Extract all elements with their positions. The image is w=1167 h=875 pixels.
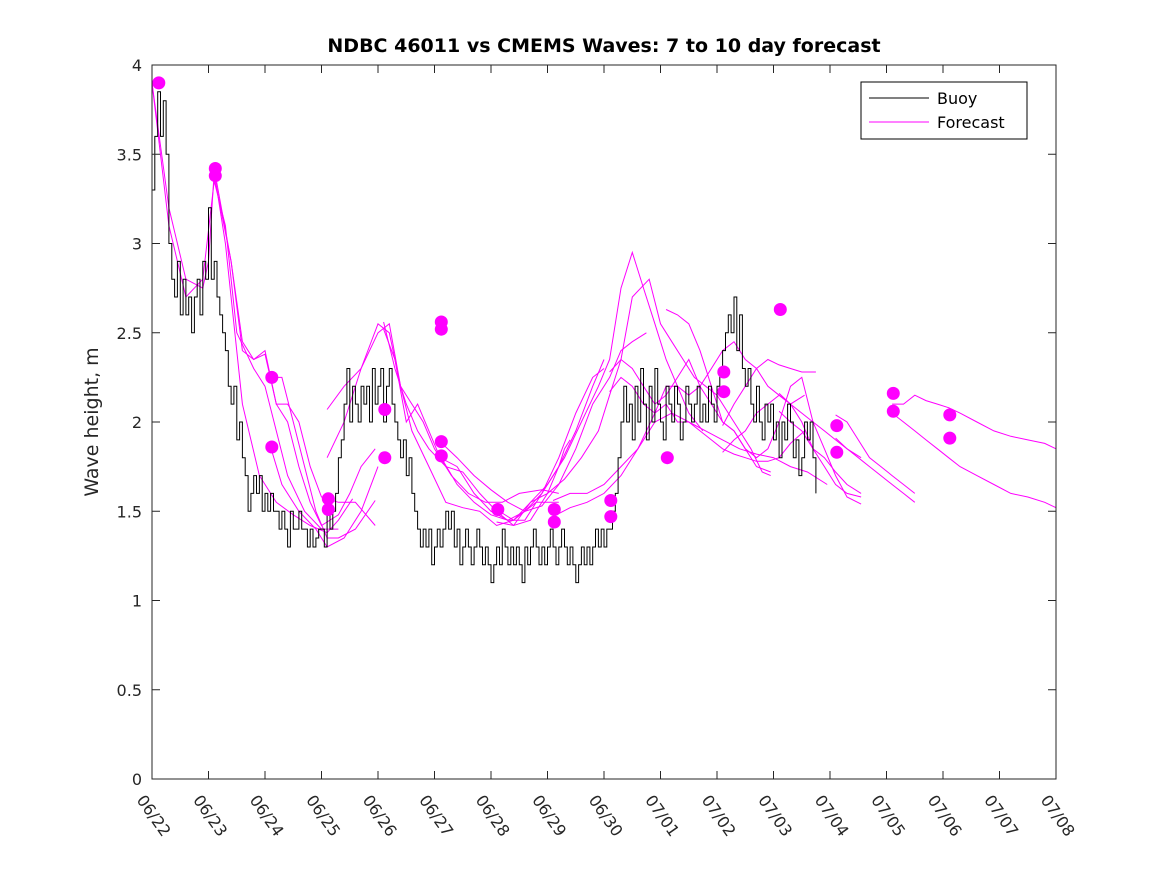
forecast-line bbox=[496, 278, 771, 527]
forecast-start-marker bbox=[434, 435, 448, 449]
forecast-start-marker bbox=[604, 510, 618, 524]
forecast-start-marker bbox=[321, 503, 335, 516]
forecast-start-marker bbox=[265, 440, 279, 454]
buoy-line bbox=[152, 91, 817, 584]
forecast-start-marker bbox=[208, 169, 222, 183]
forecast-start-marker bbox=[152, 76, 166, 90]
y-tick-label: 2 bbox=[132, 413, 142, 432]
y-axis-label: Wave height, m bbox=[81, 347, 103, 496]
forecast-start-marker bbox=[943, 431, 957, 445]
forecast-line bbox=[609, 340, 805, 405]
forecast-line bbox=[722, 358, 816, 426]
y-tick-label: 4 bbox=[132, 56, 142, 75]
forecast-line bbox=[270, 446, 379, 548]
forecast-start-marker bbox=[717, 365, 731, 379]
series-layer bbox=[151, 76, 1057, 584]
legend-forecast-label: Forecast bbox=[937, 113, 1005, 132]
forecast-start-marker bbox=[886, 404, 900, 418]
forecast-start-marker bbox=[547, 503, 561, 516]
forecast-start-marker bbox=[604, 494, 618, 507]
forecast-start-marker bbox=[321, 492, 335, 506]
forecast-line bbox=[213, 175, 376, 526]
y-tick-label: 1 bbox=[132, 592, 142, 611]
forecast-start-marker bbox=[434, 449, 448, 463]
y-tick-label: 0 bbox=[132, 770, 142, 789]
forecast-line bbox=[383, 329, 605, 521]
forecast-line bbox=[891, 412, 1057, 509]
forecast-start-marker bbox=[830, 419, 844, 433]
forecast-start-marker bbox=[378, 403, 392, 416]
y-tick-label: 3 bbox=[132, 235, 142, 254]
forecast-line bbox=[892, 394, 1057, 450]
forecast-start-marker bbox=[943, 408, 957, 422]
y-tick-label: 1.5 bbox=[117, 502, 142, 521]
forecast-line bbox=[439, 332, 647, 512]
forecast-line bbox=[151, 82, 354, 534]
forecast-start-marker bbox=[830, 445, 844, 459]
forecast-line bbox=[439, 368, 605, 521]
forecast-start-marker bbox=[886, 386, 900, 400]
forecast-start-marker bbox=[717, 385, 731, 399]
legend-box bbox=[860, 81, 1028, 140]
forecast-line bbox=[496, 250, 704, 521]
forecast-line bbox=[383, 321, 571, 527]
chart-title: NDBC 46011 vs CMEMS Waves: 7 to 10 day f… bbox=[327, 35, 880, 57]
plot-area bbox=[152, 65, 1056, 779]
forecast-start-marker bbox=[547, 515, 561, 529]
y-tick-label: 3.5 bbox=[117, 145, 142, 164]
y-tick-label: 2.5 bbox=[117, 324, 142, 343]
forecast-start-marker bbox=[660, 451, 674, 465]
forecast-line bbox=[213, 168, 376, 527]
forecast-line bbox=[835, 437, 916, 503]
forecast-start-marker bbox=[265, 370, 279, 384]
forecast-start-marker bbox=[434, 322, 448, 336]
forecast-line bbox=[270, 376, 376, 539]
forecast-start-marker bbox=[773, 303, 787, 316]
forecast-line bbox=[151, 82, 339, 530]
y-tick-label: 0.5 bbox=[117, 681, 142, 700]
forecast-line bbox=[778, 410, 862, 494]
legend-buoy-label: Buoy bbox=[937, 89, 977, 108]
forecast-line bbox=[665, 309, 862, 505]
forecast-start-marker bbox=[491, 503, 505, 516]
forecast-line bbox=[835, 414, 916, 494]
forecast-line bbox=[609, 376, 805, 462]
forecast-line bbox=[326, 322, 559, 503]
legend: Buoy Forecast bbox=[860, 81, 1028, 140]
forecast-start-marker bbox=[378, 451, 392, 465]
forecast-line bbox=[326, 322, 559, 527]
